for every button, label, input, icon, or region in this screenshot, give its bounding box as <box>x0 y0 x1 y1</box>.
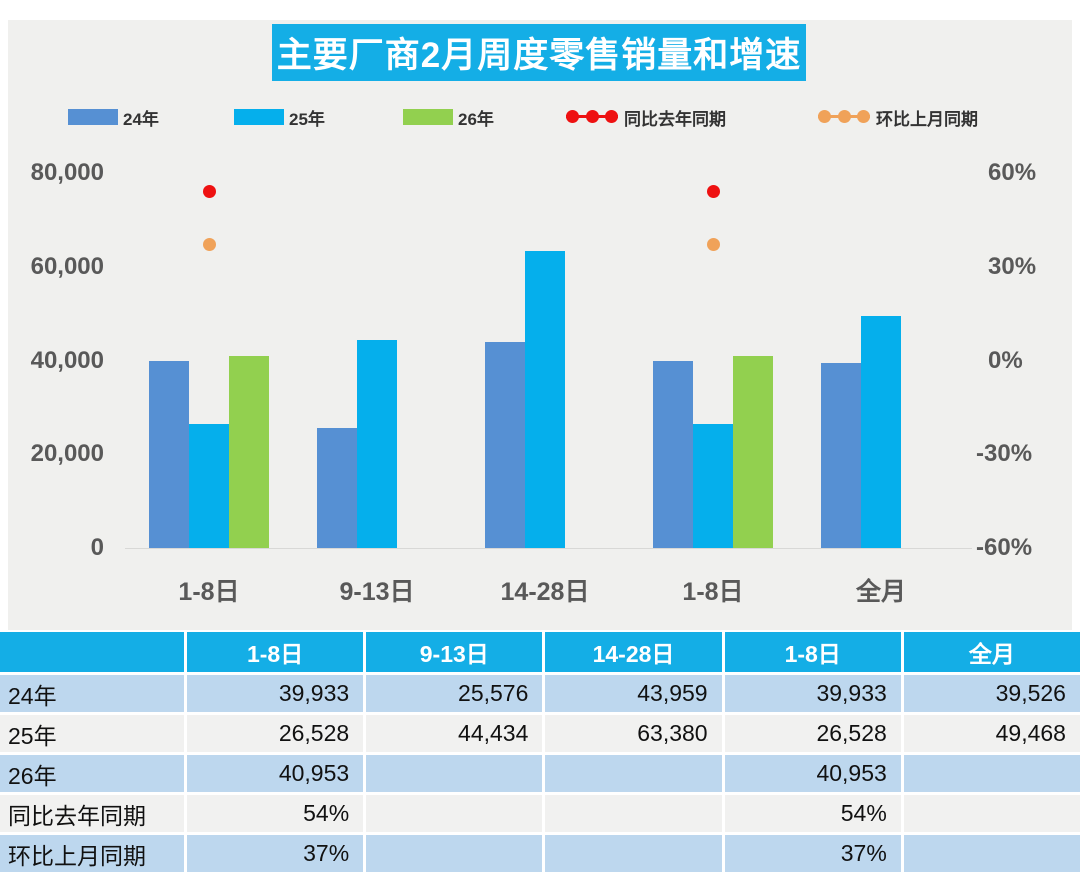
y-axis-right-tick: 30% <box>988 252 1037 280</box>
bar-24年-1-8日 <box>653 360 693 548</box>
x-axis-category-label: 全月 <box>855 578 906 606</box>
table-value-cell: 54% <box>187 795 364 832</box>
table-header-cell: 14-28日 <box>545 632 722 672</box>
table-value-cell: 39,933 <box>187 675 364 712</box>
legend-label: 环比上月同期 <box>876 109 978 129</box>
legend-item: 26年 <box>403 104 494 130</box>
bar-24年-14-28日 <box>485 341 525 548</box>
data-table: 1-8日 9-13日 14-28日 1-8日 全月 24年 39,933 25,576 43,9… <box>0 632 1080 875</box>
y-axis-left-tick: 60,000 <box>30 252 104 280</box>
table-value-cell <box>545 795 722 832</box>
table-value-cell <box>366 755 543 792</box>
table-value-cell <box>366 795 543 832</box>
legend-swatch-icon <box>234 109 284 125</box>
legend-label: 25年 <box>289 109 325 129</box>
legend-label: 26年 <box>458 109 494 129</box>
table-value-cell: 43,959 <box>545 675 722 712</box>
bar-25年-9-13日 <box>357 339 397 548</box>
table-row-label: 同比去年同期 <box>0 795 184 832</box>
table-value-cell: 39,526 <box>903 675 1080 712</box>
y-axis-right-tick: -30% <box>976 440 1033 468</box>
table-value-cell <box>903 835 1080 872</box>
x-axis-category-label: 1-8日 <box>682 578 744 606</box>
legend-swatch-icon <box>68 109 118 125</box>
bar-24年-9-13日 <box>317 428 357 548</box>
legend-line-marker-icon <box>566 110 618 124</box>
y-axis-left-tick: 80,000 <box>30 159 104 186</box>
table-value-cell <box>545 755 722 792</box>
table-value-cell <box>366 835 543 872</box>
table-value-cell: 37% <box>187 835 364 872</box>
bar-25年-1-8日 <box>189 423 229 548</box>
point-环比上月同期-1-8日 <box>202 238 216 252</box>
table-header-cell: 全月 <box>903 632 1080 672</box>
table-row-label: 24年 <box>0 675 184 712</box>
legend-item: 24年 <box>68 104 159 130</box>
x-axis-category-label: 14-28日 <box>500 578 590 606</box>
y-axis-left-tick: 0 <box>90 534 104 561</box>
x-axis-line <box>125 548 972 549</box>
x-axis-category-label: 9-13日 <box>339 578 415 606</box>
table-value-cell <box>903 795 1080 832</box>
table-row-label: 25年 <box>0 715 184 752</box>
table-value-cell: 49,468 <box>903 715 1080 752</box>
table-value-cell: 25,576 <box>366 675 543 712</box>
bar-24年-全月 <box>821 362 861 548</box>
table-header-cell: 1-8日 <box>187 632 364 672</box>
table-header-cell: 9-13日 <box>366 632 543 672</box>
table-value-cell: 39,933 <box>724 675 901 712</box>
bar-25年-14-28日 <box>525 250 565 548</box>
table-row-label: 26年 <box>0 755 184 792</box>
y-axis-right-tick: -60% <box>976 534 1033 561</box>
legend-item: 环比上月同期 <box>818 104 978 130</box>
bar-26年-1-8日 <box>733 356 773 548</box>
bar-24年-1-8日 <box>149 360 189 548</box>
bar-25年-1-8日 <box>693 423 733 548</box>
legend-item: 25年 <box>234 104 325 130</box>
x-axis-category-label: 1-8日 <box>178 578 240 606</box>
y-axis-left-tick: 20,000 <box>30 440 104 468</box>
table-value-cell: 40,953 <box>724 755 901 792</box>
y-axis-left-tick: 40,000 <box>30 346 104 374</box>
table-value-cell <box>903 755 1080 792</box>
legend-item: 同比去年同期 <box>566 104 726 130</box>
table-row-label: 环比上月同期 <box>0 835 184 872</box>
legend-label: 同比去年同期 <box>624 109 726 129</box>
legend-swatch-icon <box>403 109 453 125</box>
table-value-cell <box>545 835 722 872</box>
point-同比去年同期-1-8日 <box>706 185 720 199</box>
table-value-cell: 26,528 <box>724 715 901 752</box>
y-axis-right-tick: 0% <box>988 346 1023 374</box>
table-value-cell: 63,380 <box>545 715 722 752</box>
bar-25年-全月 <box>861 316 901 548</box>
table-value-cell: 54% <box>724 795 901 832</box>
bar-26年-1-8日 <box>229 356 269 548</box>
y-axis-right-tick: 60% <box>988 159 1037 186</box>
chart-legend: 24年 25年 26年 同比去年同期 环比上月同期 <box>0 104 1080 134</box>
table-value-cell: 44,434 <box>366 715 543 752</box>
table-value-cell: 40,953 <box>187 755 364 792</box>
point-同比去年同期-1-8日 <box>202 185 216 199</box>
table-header-cell <box>0 632 184 672</box>
legend-line-marker-icon <box>818 110 870 124</box>
point-环比上月同期-1-8日 <box>706 238 720 252</box>
table-value-cell: 26,528 <box>187 715 364 752</box>
table-header-cell: 1-8日 <box>724 632 901 672</box>
chart-title: 主要厂商2月周度零售销量和增速 <box>272 24 806 81</box>
table-value-cell: 37% <box>724 835 901 872</box>
legend-label: 24年 <box>123 109 159 129</box>
